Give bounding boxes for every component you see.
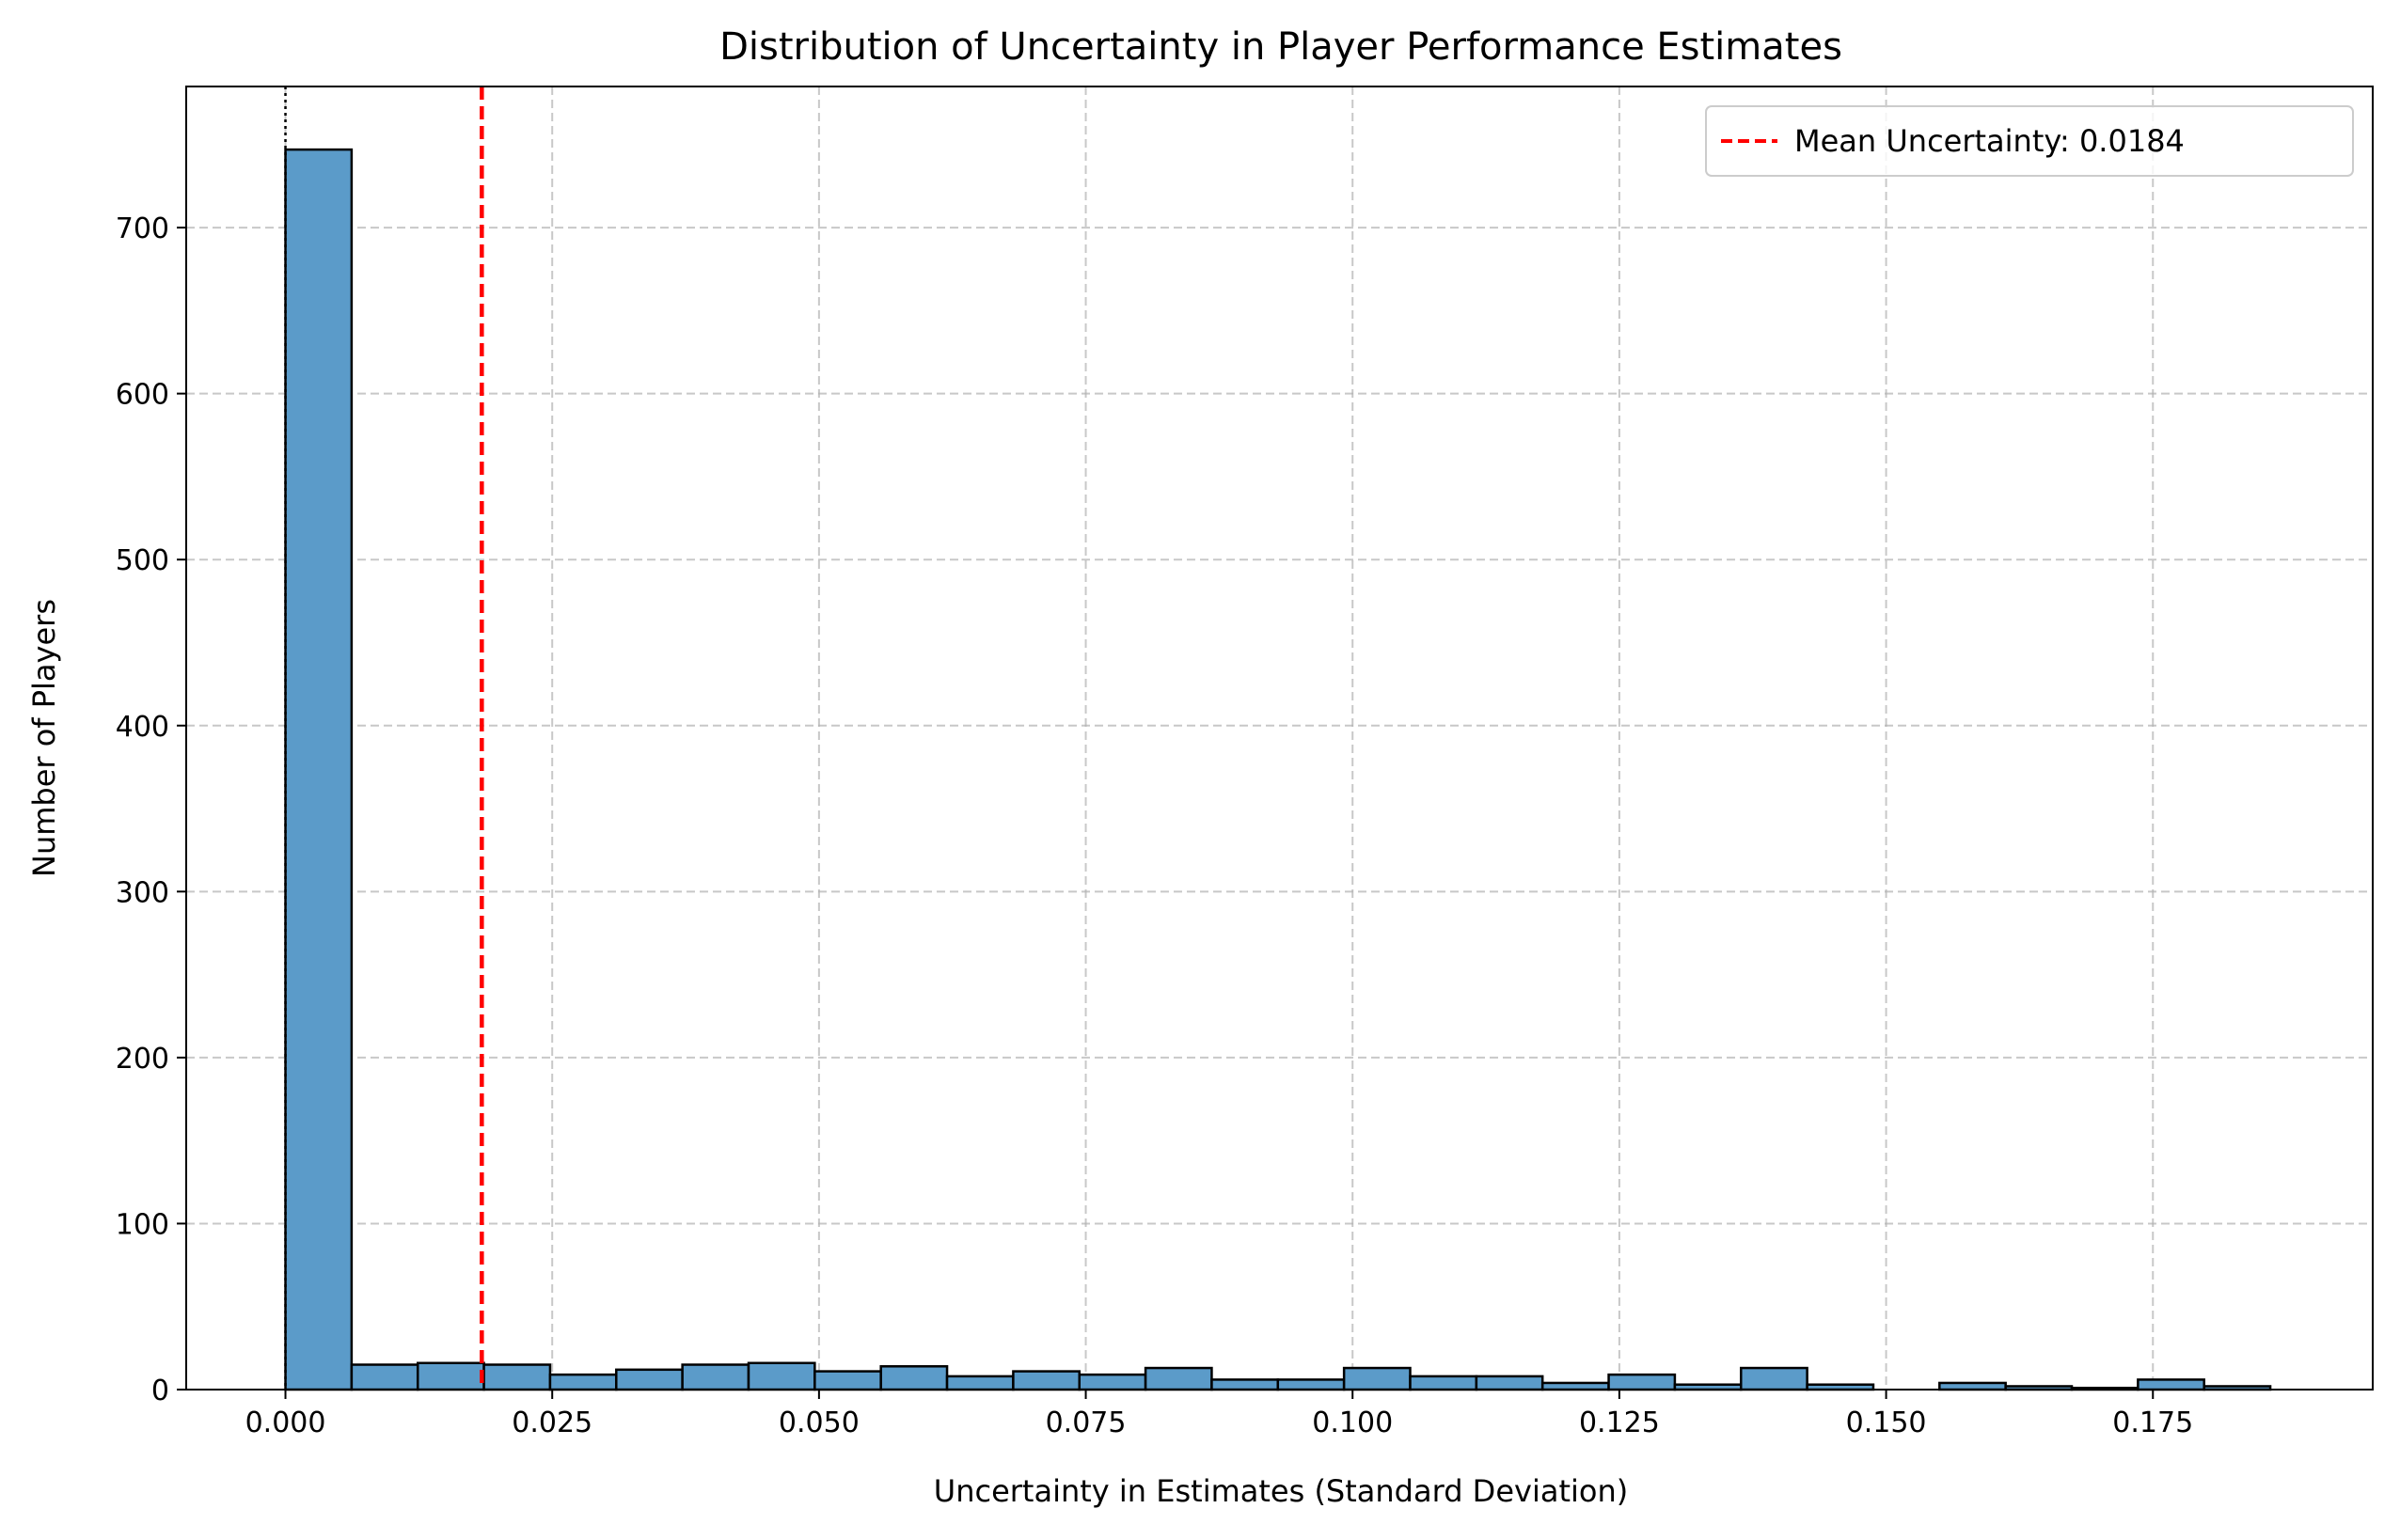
x-tick-label: 0.000 (245, 1406, 326, 1439)
x-tick-label: 0.075 (1046, 1406, 1127, 1439)
histogram-bar (482, 1363, 552, 1391)
y-tick-label: 400 (116, 711, 169, 744)
y-tick-label: 0 (151, 1375, 169, 1407)
histogram-bar (1276, 1378, 1346, 1391)
histogram-bar (615, 1368, 684, 1391)
y-axis-label: Number of Players (26, 599, 62, 877)
chart-title: Distribution of Uncertainty in Player Pe… (719, 25, 1842, 69)
histogram-bar (548, 1373, 618, 1391)
histogram-bar (945, 1375, 1015, 1391)
x-axis-label: Uncertainty in Estimates (Standard Devia… (934, 1473, 1628, 1509)
histogram-bar (1409, 1375, 1478, 1391)
histogram-bar (284, 148, 354, 1391)
x-tick-label: 0.025 (512, 1406, 592, 1439)
histogram-bar (1607, 1373, 1677, 1391)
histogram-bar (1540, 1381, 1610, 1391)
histogram-bar (813, 1370, 882, 1391)
histogram-bar (1012, 1370, 1081, 1391)
histogram-bar (416, 1361, 485, 1391)
legend-entry-mean: Mean Uncertainty: 0.0184 (1794, 123, 2185, 159)
histogram-bar (1740, 1366, 1808, 1391)
reference-lines (284, 86, 484, 1390)
histogram-bar (1078, 1373, 1147, 1391)
histogram-bar (681, 1363, 750, 1391)
histogram-bar (1342, 1366, 1412, 1391)
histogram-bar (1144, 1366, 1213, 1391)
histogram-bar (879, 1365, 949, 1391)
histogram-bar (2137, 1378, 2205, 1391)
y-tick-label: 700 (116, 212, 169, 245)
legend: Mean Uncertainty: 0.0184 (1705, 105, 2354, 177)
x-tick-label: 0.125 (1579, 1406, 1660, 1439)
y-tick-label: 300 (116, 876, 169, 909)
histogram-bar (747, 1361, 816, 1391)
y-tick-label: 600 (116, 379, 169, 412)
plot-frame (185, 86, 2374, 1391)
x-tick-label: 0.050 (779, 1406, 860, 1439)
y-tick-label: 100 (116, 1208, 169, 1241)
histogram-bar (1475, 1375, 1544, 1391)
x-tick-label: 0.150 (1846, 1406, 1927, 1439)
histogram-bar (1210, 1378, 1280, 1391)
x-tick-label: 0.100 (1312, 1406, 1393, 1439)
y-axis-ticks: 0 100 200 300 400 500 600 700 (116, 212, 186, 1407)
x-tick-label: 0.175 (2112, 1406, 2193, 1439)
x-axis-ticks: 0.000 0.025 0.050 0.075 0.100 0.125 0.150 0.175 (245, 1390, 2193, 1439)
legend-box (1705, 105, 2354, 177)
histogram-bar (350, 1363, 419, 1391)
histogram-bar (1938, 1381, 2007, 1391)
y-tick-label: 200 (116, 1043, 169, 1076)
y-tick-label: 500 (116, 544, 169, 577)
